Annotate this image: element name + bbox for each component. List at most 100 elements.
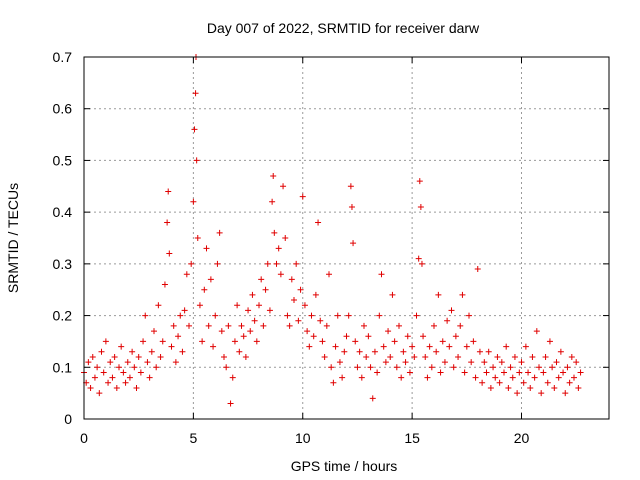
data-point [487,384,494,391]
data-point [212,312,219,319]
data-point [105,379,112,386]
data-point [422,353,429,360]
data-point [321,353,328,360]
data-point [367,364,374,371]
data-point [481,359,488,366]
data-point [323,322,330,329]
data-point [146,374,153,381]
data-point [172,359,179,366]
data-point [389,291,396,298]
data-point [428,364,435,371]
data-point [317,317,324,324]
data-point [416,178,423,185]
data-point [457,322,464,329]
data-point [553,359,560,366]
data-point [118,343,125,350]
data-point [221,353,227,360]
data-points [81,54,584,407]
data-point [415,255,422,262]
data-point [140,338,147,345]
data-point [166,250,173,257]
data-point [193,157,200,164]
data-point [223,364,230,371]
data-point [85,359,92,366]
y-axis-title: SRMTID / TECUs [5,183,21,293]
data-point [177,312,184,319]
data-point [459,291,466,298]
data-point [330,379,337,386]
data-point [492,374,499,381]
data-point [439,338,446,345]
data-point [536,364,542,371]
data-point [94,364,101,371]
data-point [560,369,567,376]
data-point [129,348,136,355]
y-tick-label: 0 [64,411,72,427]
data-point [207,276,214,283]
data-point [551,384,558,391]
data-point [242,353,249,360]
data-point [382,359,389,366]
data-point [275,245,282,252]
data-point [131,364,138,371]
data-point [151,328,157,335]
data-point [402,359,409,366]
data-point [159,338,166,345]
data-point [273,260,280,267]
data-point [157,353,164,360]
data-point [161,281,168,288]
data-point [577,369,584,376]
y-tick-label: 0.7 [53,49,73,65]
data-point [463,343,470,350]
data-point [102,338,109,345]
data-point [398,374,405,381]
data-point [503,343,510,350]
data-point [347,183,354,190]
data-point [511,353,518,360]
data-point [214,260,221,267]
data-point [369,395,376,402]
data-point [573,359,580,366]
data-point [247,328,254,335]
data-point [234,302,241,309]
data-point [527,384,534,391]
data-point [312,291,319,298]
data-point [315,219,322,226]
data-point [358,374,365,381]
data-point [468,359,475,366]
data-point [238,322,245,329]
data-point [245,307,252,314]
data-point [249,291,256,298]
x-tick-label: 20 [514,430,530,446]
data-point [549,364,556,371]
data-point [509,374,516,381]
data-point [116,364,122,371]
data-point [400,348,407,355]
data-point [426,343,433,350]
data-point [175,333,182,340]
chart-title: Day 007 of 2022, SRMTID for receiver dar… [207,20,480,36]
data-point [91,374,98,381]
data-point [348,203,355,210]
data-point [326,271,332,278]
data-point [461,369,468,376]
data-point [538,390,545,397]
data-point [111,353,118,360]
data-point [183,271,190,278]
data-point [203,245,210,252]
data-point [363,353,370,360]
data-point [201,286,208,293]
data-point [531,374,538,381]
data-point [280,183,287,190]
data-point [270,172,277,179]
data-point [424,374,431,381]
data-point [98,348,105,355]
data-point [170,322,177,329]
data-point [542,353,549,360]
data-point [568,353,575,360]
data-point [269,198,276,205]
data-point [225,322,232,329]
x-axis-title: GPS time / hours [291,458,398,474]
data-point [144,359,151,366]
data-point [452,333,459,340]
